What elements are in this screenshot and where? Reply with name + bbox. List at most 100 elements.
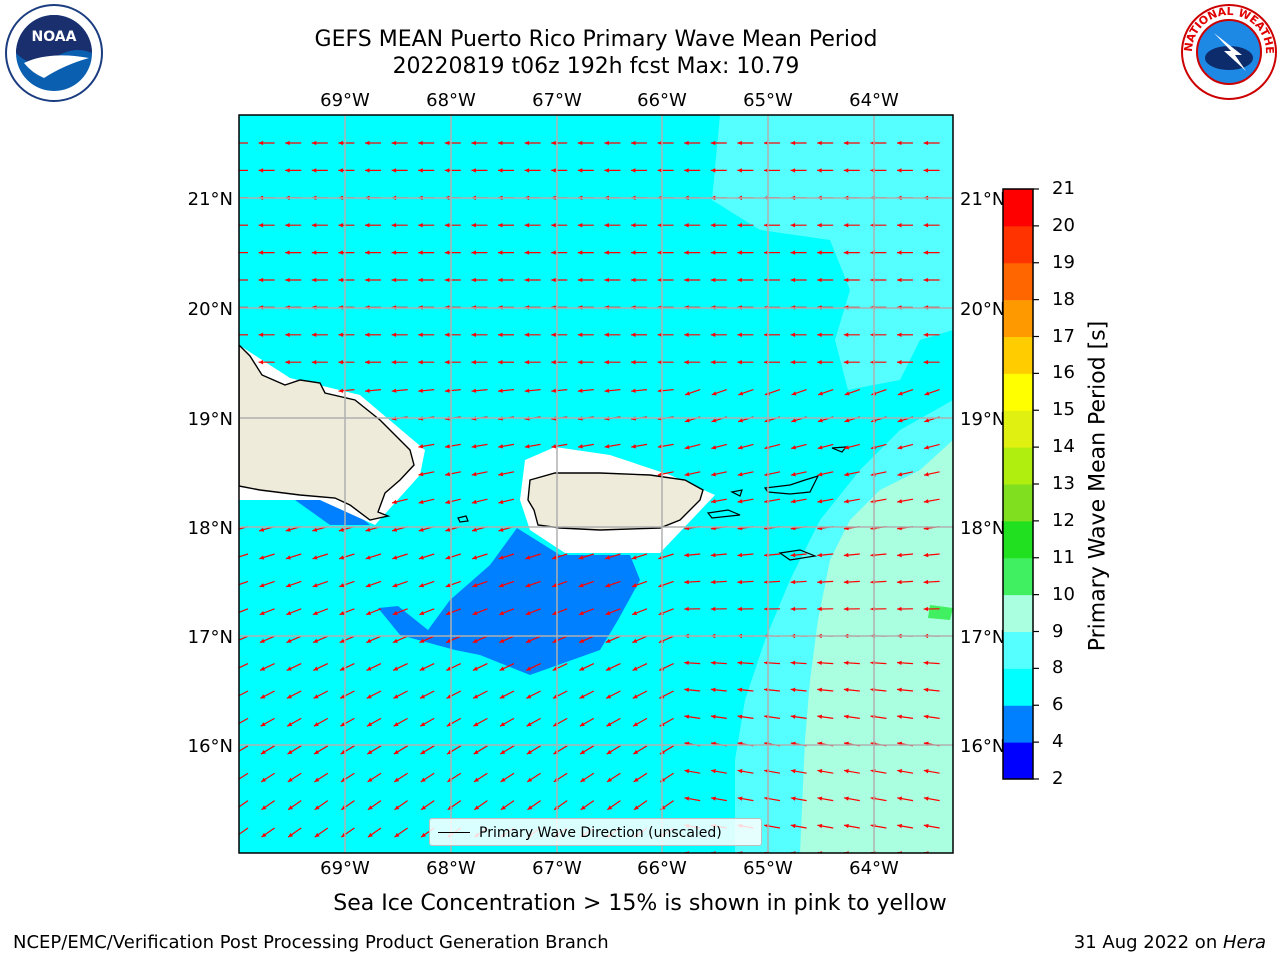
wave-arrow	[843, 579, 860, 585]
wave-arrow	[338, 277, 355, 283]
wave-arrow	[391, 168, 408, 173]
wave-arrow	[817, 796, 834, 802]
wave-arrow	[498, 277, 514, 283]
wave-arrow	[339, 663, 355, 671]
wave-arrow	[631, 250, 647, 255]
wave-arrow	[843, 223, 860, 228]
wave-arrow	[737, 660, 754, 666]
wave-arrow	[817, 250, 834, 255]
wave-arrow	[499, 717, 515, 727]
wave-arrow	[710, 250, 727, 255]
wave-arrow	[897, 714, 914, 719]
wave-arrow	[444, 388, 461, 393]
wave-arrow	[524, 223, 541, 228]
period-4-6-region-north	[295, 500, 370, 525]
wave-arrow	[684, 714, 701, 719]
colorbar-tick-label: 14	[1052, 436, 1075, 458]
wave-arrow	[657, 388, 674, 393]
wave-arrow	[577, 360, 594, 365]
wave-arrow	[923, 714, 940, 719]
wave-arrow	[684, 223, 701, 228]
wave-arrow	[312, 608, 329, 616]
wave-arrow	[498, 553, 515, 560]
wave-arrow	[418, 140, 435, 146]
wave-arrow	[499, 635, 515, 644]
wave-arrow	[817, 687, 834, 692]
wave-arrow	[239, 334, 248, 336]
wave-arrow	[710, 714, 727, 719]
wave-arrow	[366, 745, 382, 755]
colorbar-tick-label: 12	[1052, 509, 1075, 531]
svg-text:NOAA: NOAA	[32, 29, 77, 45]
lon-label-bottom: 65°W	[743, 858, 793, 879]
wave-arrow	[285, 360, 302, 365]
colorbar-band	[1003, 262, 1033, 301]
wave-arrow	[418, 277, 435, 283]
wave-arrow	[606, 745, 621, 755]
wave-arrow	[657, 250, 674, 255]
wave-arrow	[394, 800, 408, 811]
wave-arrow	[923, 360, 940, 365]
wave-arrow	[499, 690, 515, 699]
wave-arrow	[684, 471, 701, 477]
wave-arrow	[684, 332, 701, 337]
wave-arrow	[471, 332, 488, 337]
wave-arrow	[526, 745, 541, 755]
wave-arrow	[737, 332, 754, 337]
wave-arrow	[311, 250, 328, 255]
wave-arrow	[239, 224, 248, 226]
wave-arrow	[843, 714, 860, 719]
wave-arrow	[258, 332, 275, 337]
wave-arrow	[551, 223, 568, 228]
wave-arrow	[843, 552, 860, 558]
wave-arrow	[239, 608, 249, 613]
wave-arrow	[391, 250, 408, 255]
wave-arrow	[924, 389, 940, 396]
wave-arrow	[418, 580, 435, 588]
wave-arrow	[524, 277, 541, 283]
wave-arrow	[258, 223, 275, 228]
wave-arrow	[418, 388, 435, 393]
wave-arrow	[445, 635, 462, 644]
wave-arrow	[737, 552, 754, 558]
wave-arrow	[339, 580, 355, 588]
wave-arrow	[843, 660, 860, 666]
wave-arrow	[260, 690, 275, 699]
wave-arrow	[313, 745, 329, 755]
wave-arrow	[790, 498, 807, 504]
wave-arrow	[737, 140, 754, 146]
wave-arrow	[577, 140, 594, 146]
wave-arrow	[285, 580, 302, 588]
colorbar-band	[1003, 668, 1033, 706]
colorbar-tick-label: 9	[1052, 620, 1064, 642]
wave-arrow	[473, 717, 488, 727]
wave-arrow	[843, 360, 860, 365]
wave-arrow	[710, 660, 727, 666]
wave-arrow	[817, 714, 834, 719]
wave-arrow	[391, 498, 408, 505]
wave-arrow	[684, 769, 701, 774]
colorbar-tick-label: 18	[1052, 288, 1075, 310]
wave-arrow	[552, 608, 568, 616]
wave-arrow	[711, 443, 727, 450]
wave-arrow	[897, 443, 914, 450]
wave-arrow	[790, 140, 807, 146]
wave-arrow	[365, 168, 381, 173]
wave-arrow	[239, 142, 248, 144]
wave-arrow	[790, 168, 807, 173]
wave-arrow	[525, 608, 541, 616]
period-8-9-region-north	[615, 115, 953, 390]
colorbar-band	[1003, 705, 1033, 743]
wave-arrow	[844, 443, 860, 450]
wave-arrow	[578, 608, 595, 616]
wave-arrow	[261, 800, 275, 811]
wave-arrow	[239, 553, 249, 558]
wave-arrow	[313, 690, 329, 699]
wave-arrow	[710, 769, 727, 774]
wave-arrow	[239, 635, 249, 641]
wave-arrow	[657, 140, 674, 146]
wave-arrow	[498, 168, 514, 173]
lon-label-top: 67°W	[532, 90, 582, 111]
colorbar-tick-label: 15	[1052, 399, 1075, 421]
wave-arrow	[790, 796, 807, 802]
